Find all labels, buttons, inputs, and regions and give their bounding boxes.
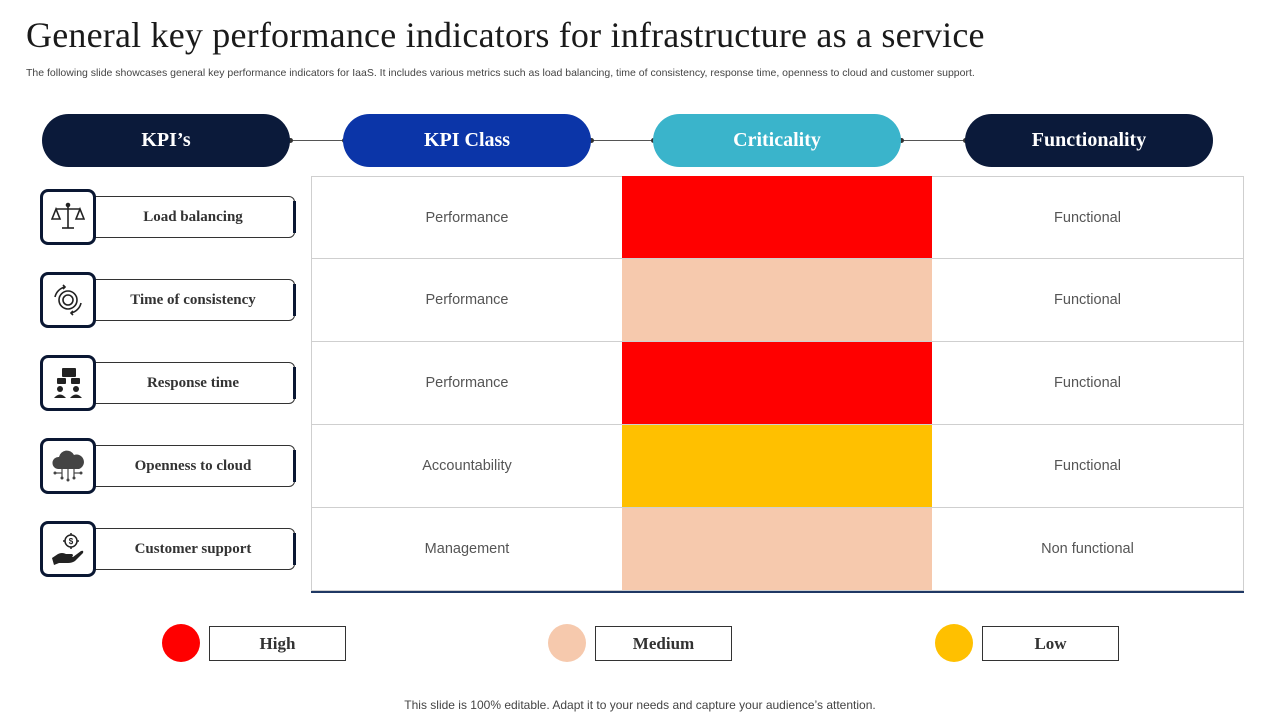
kpi-row-customer-support: $ Customer support — [40, 521, 300, 577]
kpi-class-cell: Accountability — [311, 425, 622, 508]
header-kpis: KPI’s — [42, 114, 290, 167]
functionality-cell: Non functional — [932, 508, 1244, 591]
criticality-cell — [622, 259, 932, 342]
header-connector — [901, 140, 965, 141]
kpi-class-cell: Performance — [311, 342, 622, 425]
kpi-label: Customer support — [92, 528, 296, 570]
legend-high-swatch — [162, 624, 200, 662]
page-subtitle: The following slide showcases general ke… — [26, 67, 975, 79]
page-title: General key performance indicators for i… — [26, 15, 985, 55]
header-connector — [290, 140, 344, 141]
target-cycle-icon — [40, 272, 96, 328]
kpi-class-cell: Management — [311, 508, 622, 591]
header-connector — [591, 140, 653, 141]
kpi-label: Response time — [92, 362, 296, 404]
kpi-row-time-of-consistency: Time of consistency — [40, 272, 300, 328]
legend-medium-swatch — [548, 624, 586, 662]
criticality-cell — [622, 176, 932, 259]
header-criticality: Criticality — [653, 114, 901, 167]
connector-dot — [288, 138, 293, 143]
kpi-label: Load balancing — [92, 196, 296, 238]
kpi-class-cell: Performance — [311, 176, 622, 259]
kpi-table: Performance Functional Performance Function… — [311, 176, 1244, 593]
support-team-icon — [40, 355, 96, 411]
functionality-cell: Functional — [932, 259, 1244, 342]
scale-icon — [40, 189, 96, 245]
functionality-cell: Functional — [932, 342, 1244, 425]
functionality-cell: Functional — [932, 425, 1244, 508]
kpi-label: Openness to cloud — [92, 445, 296, 487]
header-functionality: Functionality — [965, 114, 1213, 167]
legend-medium-label: Medium — [595, 626, 732, 661]
criticality-cell — [622, 425, 932, 508]
legend-high-label: High — [209, 626, 346, 661]
footer-note: This slide is 100% editable. Adapt it to… — [404, 698, 876, 712]
hand-dollar-icon: $ — [40, 521, 96, 577]
functionality-cell: Functional — [932, 176, 1244, 259]
header-kpi-class: KPI Class — [343, 114, 591, 167]
kpi-class-cell: Performance — [311, 259, 622, 342]
criticality-cell — [622, 342, 932, 425]
criticality-cell — [622, 508, 932, 591]
connector-dot — [899, 138, 904, 143]
kpi-row-response-time: Response time — [40, 355, 300, 411]
connector-dot — [589, 138, 594, 143]
svg-text:$: $ — [69, 537, 74, 546]
legend-low-label: Low — [982, 626, 1119, 661]
kpi-row-openness-to-cloud: Openness to cloud — [40, 438, 300, 494]
cloud-network-icon — [40, 438, 96, 494]
legend-low-swatch — [935, 624, 973, 662]
kpi-row-load-balancing: Load balancing — [40, 189, 300, 245]
kpi-label: Time of consistency — [92, 279, 296, 321]
